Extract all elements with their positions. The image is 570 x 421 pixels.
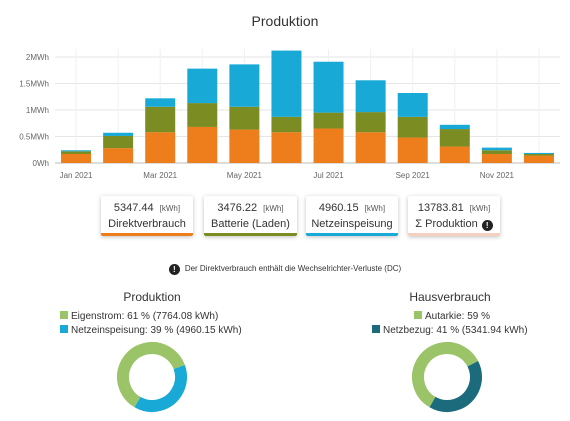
legend-swatch (60, 325, 68, 333)
footnote: ! Der Direktverbrauch enthält die Wechsel… (0, 264, 570, 275)
bar-segment (355, 112, 386, 133)
card-unit: [kWh] (159, 204, 181, 213)
bar-segment (61, 153, 92, 163)
bar-segment (481, 147, 512, 151)
card-netzeinspeisung[interactable]: 4960.15 [kWh] Netzeinspeisung (306, 196, 398, 236)
bar-segment (439, 124, 470, 130)
y-tick-label: 2MWh (26, 53, 49, 62)
y-tick-label: 1.5MWh (19, 79, 49, 88)
donut-segment (412, 342, 482, 412)
info-icon[interactable]: ! (481, 220, 493, 231)
card-value: 13783.81 (417, 202, 464, 214)
card-unit: [kWh] (469, 204, 491, 213)
bar-segment (187, 126, 218, 163)
legend-netzbezug[interactable]: Netzbezug: 41 % (5341.94 kWh) (372, 325, 528, 336)
bar-segment (103, 132, 134, 136)
bar-segment (145, 98, 176, 107)
bar-segment (271, 132, 302, 163)
production-bar-chart: 0Wh 0.5MWh 1MWh 1.5MWh 2MWh Jan 2021 Mar 2021 M… (19, 49, 560, 180)
bar-segment (145, 106, 176, 133)
legend-swatch (372, 325, 380, 333)
bar-segment (103, 148, 134, 163)
legend-label: Netzbezug: 41 % (5341.94 kWh) (383, 325, 528, 336)
card-summe-produktion[interactable]: 13783.81 [kWh] Σ Produktion! (408, 196, 500, 236)
card-batterie[interactable]: 3476.22 [kWh] Batterie (Laden) (204, 196, 297, 236)
card-color-bar (306, 233, 398, 236)
bar-segment (397, 137, 428, 163)
bar-segment (229, 106, 260, 130)
card-value: 4960.15 (318, 202, 359, 214)
bar-segment (397, 116, 428, 138)
y-tick-label: 1MWh (26, 106, 49, 115)
bar-segment (523, 155, 554, 163)
produktion-title: Produktion (123, 290, 181, 304)
footnote-text: Der Direktverbrauch enthält die Wechselr… (184, 264, 402, 273)
card-label: Σ Produktion (415, 218, 478, 230)
card-value: 3476.22 (217, 202, 258, 214)
bar-segment (397, 93, 428, 117)
bar-segment (523, 152, 554, 154)
legend-swatch (60, 311, 68, 319)
bar-segment (313, 112, 344, 129)
bar-segment (355, 80, 386, 113)
legend-eigenstrom[interactable]: Eigenstrom: 61 % (7764.08 kWh) (60, 311, 218, 322)
info-icon: ! (168, 264, 180, 275)
legend-swatch (414, 311, 422, 319)
x-tick-label: Sep 2021 (396, 171, 431, 180)
card-label: Batterie (Laden) (211, 218, 290, 230)
legend-netzeinspeisung[interactable]: Netzeinspeisung: 39 % (4960.15 kWh) (60, 325, 242, 336)
hausverbrauch-title: Hausverbrauch (409, 290, 491, 304)
chart-title: Produktion (251, 13, 319, 29)
bar-segment (145, 132, 176, 163)
bar-segment (523, 153, 554, 156)
bar-segment (61, 150, 92, 152)
bar-segment (439, 146, 470, 163)
card-label: Direktverbrauch (108, 218, 186, 230)
bar-segment (439, 129, 470, 147)
bar-segment (187, 68, 218, 104)
card-color-bar (408, 233, 500, 236)
bar-segment (313, 61, 344, 113)
bar-segment (355, 132, 386, 163)
card-color-bar (204, 233, 297, 236)
y-tick-label: 0.5MWh (19, 132, 49, 141)
bar-segment (103, 135, 134, 149)
bar-segment (229, 64, 260, 107)
x-tick-label: Jul 2021 (313, 171, 344, 180)
bar-segment (481, 153, 512, 163)
legend-label: Netzeinspeisung: 39 % (4960.15 kWh) (71, 325, 242, 336)
card-value: 5347.44 (113, 202, 154, 214)
x-tick-label: Nov 2021 (480, 171, 515, 180)
donut-segment (117, 342, 187, 412)
legend-label: Eigenstrom: 61 % (7764.08 kWh) (71, 311, 219, 322)
x-tick-label: Jan 2021 (60, 171, 93, 180)
legend-label: Autarkie: 59 % (425, 311, 491, 322)
bar-segment (481, 150, 512, 154)
bar-segment (61, 151, 92, 154)
bar-segment (229, 129, 260, 163)
x-tick-label: Mar 2021 (143, 171, 177, 180)
legend-autarkie[interactable]: Autarkie: 59 % (414, 311, 490, 322)
bar-segment (271, 50, 302, 117)
bar-segment (187, 103, 218, 127)
y-tick-label: 0Wh (33, 159, 49, 168)
card-unit: [kWh] (364, 204, 386, 213)
card-color-bar (101, 233, 193, 236)
bar-segment (271, 116, 302, 133)
card-unit: [kWh] (263, 204, 284, 213)
card-label: Netzeinspeisung (311, 218, 393, 230)
hausverbrauch-donut (412, 342, 482, 412)
x-tick-label: May 2021 (227, 171, 263, 180)
bar-segment (313, 128, 344, 163)
card-direktverbrauch[interactable]: 5347.44 [kWh] Direktverbrauch (101, 196, 193, 236)
produktion-donut (117, 342, 187, 412)
